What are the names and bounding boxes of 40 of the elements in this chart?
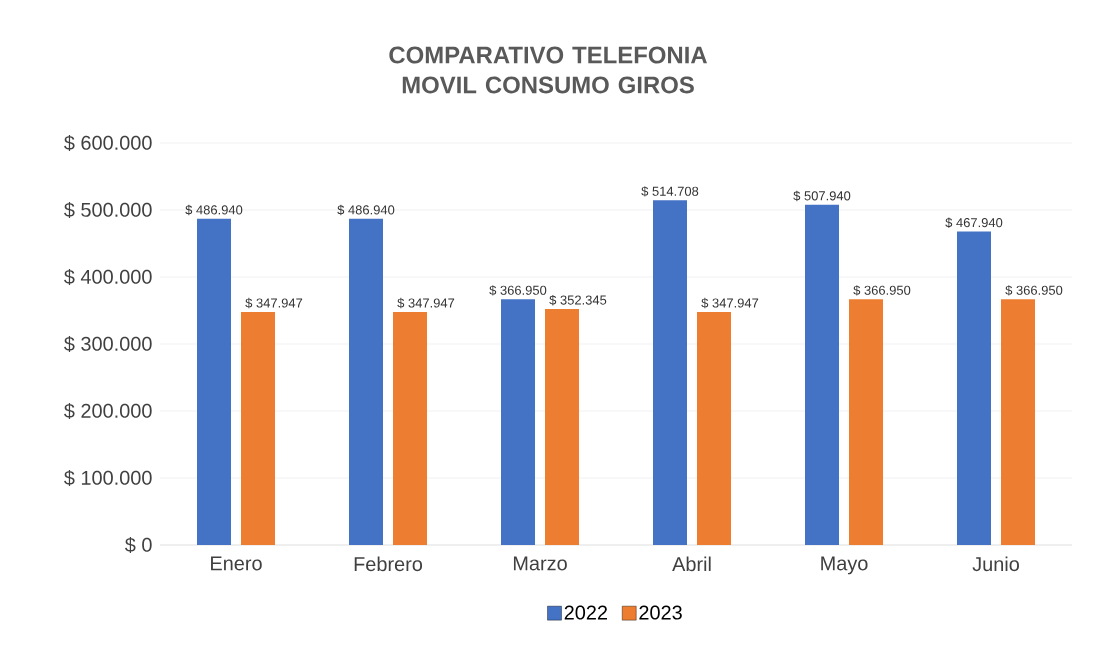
bar (653, 200, 687, 545)
x-tick-label: Marzo (513, 556, 567, 571)
bar (805, 204, 840, 545)
y-tick-label: $ 500.000 (64, 201, 152, 219)
x-tick-label: Junio (972, 556, 1019, 572)
bar (957, 231, 992, 545)
y-tick-label: $ 400.000 (64, 268, 152, 286)
y-tick-label: $ 600.000 (64, 134, 152, 152)
bar (349, 218, 383, 545)
bar (545, 308, 579, 545)
y-tick-label: $ 300.000 (64, 335, 152, 353)
data-label: $ 514.708 (641, 186, 699, 197)
bar (501, 299, 535, 545)
data-label: $ 347.947 (397, 297, 455, 309)
x-tick-label: Abril (672, 556, 711, 572)
data-label: $ 366.950 (489, 285, 547, 296)
legend-label: 2023 (639, 605, 682, 620)
x-tick-label: Enero (211, 556, 262, 571)
bar (197, 218, 231, 545)
data-label: $ 366.950 (1005, 285, 1063, 296)
x-tick-label: Febrero (354, 556, 423, 572)
data-label: $ 507.940 (793, 190, 851, 202)
chart-title: COMPARATIVO TELEFONIA MOVIL CONSUMO GIROS (389, 46, 707, 94)
data-label: $ 352.345 (549, 294, 607, 306)
data-label: $ 347.947 (245, 297, 303, 309)
bar (697, 311, 732, 545)
y-tick-label: $ 0 (125, 536, 152, 554)
data-label: $ 486.940 (185, 204, 243, 216)
data-label: $ 467.940 (945, 217, 1003, 228)
y-tick-label: $ 100.000 (64, 469, 152, 487)
data-label: $ 486.940 (337, 204, 395, 216)
data-label: $ 366.950 (853, 285, 911, 296)
legend-label: 2022 (564, 605, 607, 620)
bar (1001, 299, 1036, 545)
x-tick-label: Mayo (821, 556, 868, 575)
bar (241, 311, 275, 545)
bar (393, 311, 427, 545)
data-label: $ 347.947 (701, 297, 759, 309)
y-tick-label: $ 200.000 (64, 402, 152, 420)
bar (849, 299, 884, 545)
